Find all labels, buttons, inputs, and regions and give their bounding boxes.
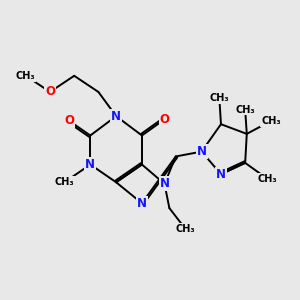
Text: CH₃: CH₃ [16,71,36,81]
Text: N: N [216,168,226,181]
Text: O: O [45,85,55,98]
Text: CH₃: CH₃ [176,224,195,234]
Text: N: N [85,158,95,171]
Text: N: N [196,145,207,158]
Text: N: N [160,177,170,190]
Text: N: N [111,110,121,123]
Text: O: O [160,113,170,126]
Text: CH₃: CH₃ [209,93,229,103]
Text: CH₃: CH₃ [235,105,255,115]
Text: N: N [137,197,147,210]
Text: CH₃: CH₃ [55,177,74,187]
Text: CH₃: CH₃ [258,174,278,184]
Text: CH₃: CH₃ [261,116,281,126]
Text: N: N [85,158,95,171]
Text: O: O [64,115,74,128]
